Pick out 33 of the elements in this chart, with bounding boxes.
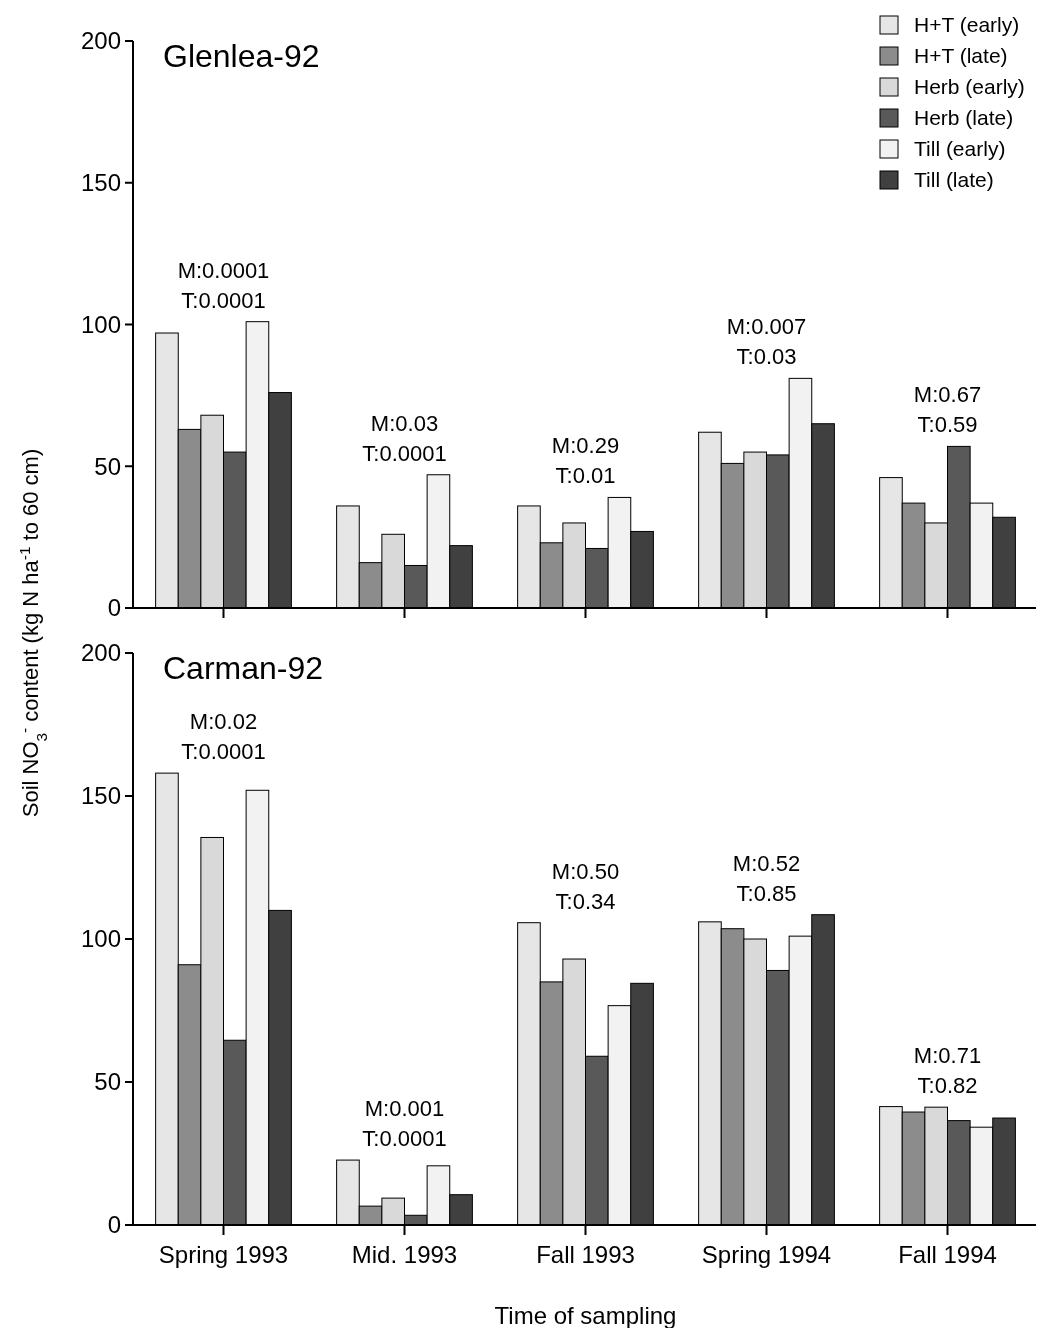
legend-label: H+T (early) (914, 13, 1020, 36)
chart-title: Carman-92 (163, 650, 324, 686)
x-tick-label: Spring 1994 (701, 1241, 832, 1268)
legend-label: Till (early) (914, 137, 1006, 160)
annotation: M:0.71 T:0.82 (913, 1042, 982, 1098)
legend-label: Herb (late) (914, 106, 1014, 129)
y-tick-label: 50 (94, 452, 121, 480)
y-tick-label: 150 (80, 169, 121, 197)
y-tick-label: 100 (80, 310, 121, 338)
legend-label: Herb (early) (914, 75, 1025, 98)
x-tick-label: Fall 1994 (898, 1241, 997, 1268)
y-tick-label: 200 (80, 639, 121, 667)
annotation: M:0.50 T:0.34 (551, 858, 620, 914)
y-tick-label: 100 (80, 925, 121, 953)
x-tick-label: Spring 1993 (158, 1241, 289, 1268)
chart-title: Glenlea-92 (163, 38, 320, 74)
y-tick-label: 0 (107, 1211, 121, 1239)
annotation: M:0.67 T:0.59 (913, 382, 982, 438)
legend-label: H+T (late) (914, 44, 1008, 67)
y-tick-label: 50 (94, 1068, 121, 1096)
annotation: M:0.03 T:0.0001 (362, 410, 447, 466)
x-tick-label: Fall 1993 (536, 1241, 635, 1268)
y-tick-label: 0 (107, 594, 121, 622)
annotation: M:0.29 T:0.01 (551, 433, 620, 489)
x-tick-label: Mid. 1993 (351, 1241, 458, 1268)
annotation: M:0.001 T:0.0001 (362, 1096, 447, 1152)
legend-label: Till (late) (914, 168, 994, 191)
y-tick-label: 200 (80, 27, 121, 55)
annotation: M:0.02 T:0.0001 (181, 709, 266, 765)
annotation: M:0.0001 T:0.0001 (177, 257, 270, 313)
y-tick-label: 150 (80, 782, 121, 810)
annotation: M:0.007 T:0.03 (726, 314, 807, 370)
annotation: M:0.52 T:0.85 (732, 850, 801, 906)
